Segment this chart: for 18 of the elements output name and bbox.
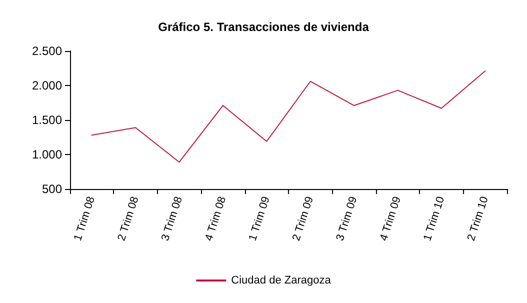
x-tick-label: 3 Trim 08	[159, 195, 185, 242]
chart-title: Gráfico 5. Transacciones de vivienda	[158, 20, 370, 34]
x-tick-label: 2 Trim 10	[465, 195, 491, 242]
y-tick-label: 2.500	[32, 44, 62, 58]
line-series	[91, 70, 486, 163]
x-tick-label: 1 Trim 08	[72, 195, 98, 242]
x-tick-label: 4 Trim 08	[203, 195, 229, 242]
y-tick-label: 1.500	[32, 113, 62, 127]
x-tick-label: 1 Trim 09	[246, 195, 272, 242]
x-tick-label: 2 Trim 08	[116, 195, 142, 242]
legend-label: Ciudad de Zaragoza	[231, 274, 332, 286]
y-tick-label: 2.000	[32, 78, 62, 92]
x-tick-label: 2 Trim 09	[290, 195, 316, 242]
x-tick-label: 3 Trim 09	[334, 195, 360, 242]
y-tick-label: 500	[42, 182, 62, 196]
x-tick-label: 4 Trim 09	[378, 195, 404, 242]
x-tick-label: 1 Trim 10	[422, 195, 448, 242]
y-tick-label: 1.000	[32, 148, 62, 162]
